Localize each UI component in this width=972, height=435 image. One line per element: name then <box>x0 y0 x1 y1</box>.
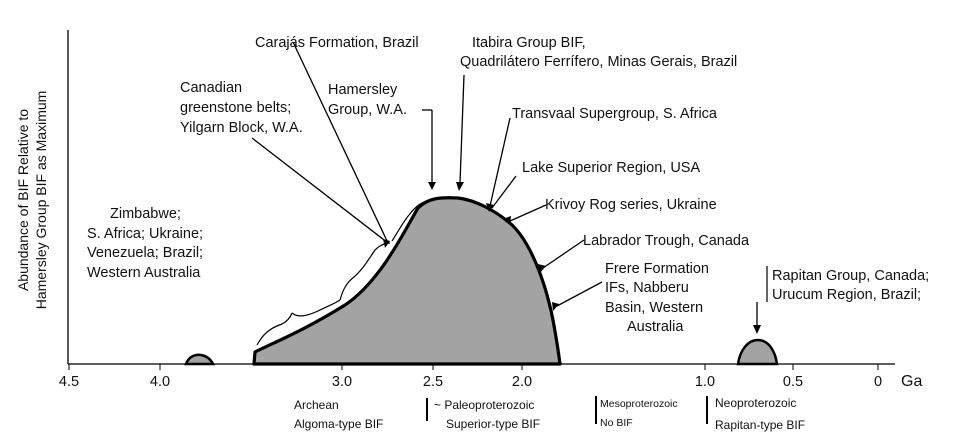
svg-text:~ Paleoproterozoic: ~ Paleoproterozoic <box>434 398 534 412</box>
era-mesoproterozoic: Mesoproterozoic No BIF <box>595 396 678 429</box>
svg-text:Archean: Archean <box>294 398 339 412</box>
svg-text:Venezuela; Brazil;: Venezuela; Brazil; <box>87 245 203 261</box>
label-hamersley: Hamersley Group, W.A. <box>328 82 407 118</box>
label-zimbabwe: Zimbabwe; S. Africa; Ukraine; Venezuela;… <box>87 206 203 281</box>
label-lake-superior: Lake Superior Region, USA <box>522 160 700 176</box>
leader-lines <box>251 41 758 325</box>
svg-text:Neoproterozoic: Neoproterozoic <box>715 396 796 410</box>
svg-text:Group, W.A.: Group, W.A. <box>328 102 407 118</box>
main-bif-peak <box>252 196 562 366</box>
svg-text:Rapitan-type BIF: Rapitan-type BIF <box>715 418 805 432</box>
range-braces <box>256 199 432 346</box>
tick-label-1-0: 1.0 <box>695 374 715 390</box>
early-archean-bump <box>184 353 216 366</box>
svg-text:Rapitan Group, Canada;: Rapitan Group, Canada; <box>772 268 929 284</box>
svg-text:IFs, Nabberu: IFs, Nabberu <box>605 280 689 296</box>
arrowheads <box>383 182 761 334</box>
y-axis-label: Abundance of BIF Relative to Hamersley G… <box>15 91 49 310</box>
neoproterozoic-bump <box>736 338 779 366</box>
svg-text:No BIF: No BIF <box>600 417 633 429</box>
svg-text:Urucum Region, Brazil;: Urucum Region, Brazil; <box>772 287 921 303</box>
svg-text:Frere Formation: Frere Formation <box>605 261 709 277</box>
svg-text:Australia: Australia <box>627 319 684 335</box>
label-labrador: Labrador Trough, Canada <box>583 233 750 249</box>
label-carajas: Carajás Formation, Brazil <box>255 35 419 51</box>
svg-text:Canadian: Canadian <box>180 80 242 96</box>
era-paleoproterozoic: ~ Paleoproterozoic Superior-type BIF <box>426 398 540 431</box>
label-itabira: Itabira Group BIF, Quadrilátero Ferrífer… <box>460 35 737 70</box>
svg-text:Basin, Western: Basin, Western <box>605 300 703 316</box>
tick-label-4-5: 4.5 <box>59 374 79 390</box>
svg-text:Abundance of BIF Relative to: Abundance of BIF Relative to <box>15 109 31 291</box>
tick-label-3-0: 3.0 <box>332 374 352 390</box>
tick-label-4-0: 4.0 <box>150 374 170 390</box>
svg-text:Itabira Group BIF,: Itabira Group BIF, <box>472 35 586 51</box>
svg-text:Zimbabwe;: Zimbabwe; <box>110 206 181 222</box>
svg-text:Quadrilátero Ferrífero, Minas: Quadrilátero Ferrífero, Minas Gerais, Br… <box>460 54 737 70</box>
svg-text:Western Australia: Western Australia <box>87 265 201 281</box>
era-archean: Archean Algoma-type BIF <box>294 398 383 431</box>
tick-label-0: 0 <box>874 374 882 390</box>
svg-text:Superior-type BIF: Superior-type BIF <box>446 417 540 431</box>
label-canadian-greenstone: Canadian greenstone belts; Yilgarn Block… <box>180 80 303 136</box>
svg-text:Hamersley: Hamersley <box>328 82 398 98</box>
tick-label-2-0: 2.0 <box>512 374 532 390</box>
svg-text:Yilgarn Block, W.A.: Yilgarn Block, W.A. <box>180 120 303 136</box>
tick-label-2-5: 2.5 <box>423 374 443 390</box>
label-rapitan: Rapitan Group, Canada; Urucum Region, Br… <box>772 268 929 303</box>
x-unit-label: Ga <box>901 373 922 390</box>
svg-text:Algoma-type BIF: Algoma-type BIF <box>294 417 383 431</box>
svg-text:Hamersley Group BIF as Maximum: Hamersley Group BIF as Maximum <box>33 91 49 310</box>
svg-text:Mesoproterozoic: Mesoproterozoic <box>600 398 678 410</box>
label-krivoy-rog: Krivoy Rog series, Ukraine <box>545 197 717 213</box>
svg-text:S. Africa; Ukraine;: S. Africa; Ukraine; <box>87 226 203 242</box>
tick-label-0-5: 0.5 <box>783 374 803 390</box>
label-frere: Frere Formation IFs, Nabberu Basin, West… <box>605 261 709 335</box>
era-neoproterozoic: Neoproterozoic Rapitan-type BIF <box>706 396 805 432</box>
label-transvaal: Transvaal Supergroup, S. Africa <box>512 106 718 122</box>
svg-text:greenstone belts;: greenstone belts; <box>180 100 291 116</box>
